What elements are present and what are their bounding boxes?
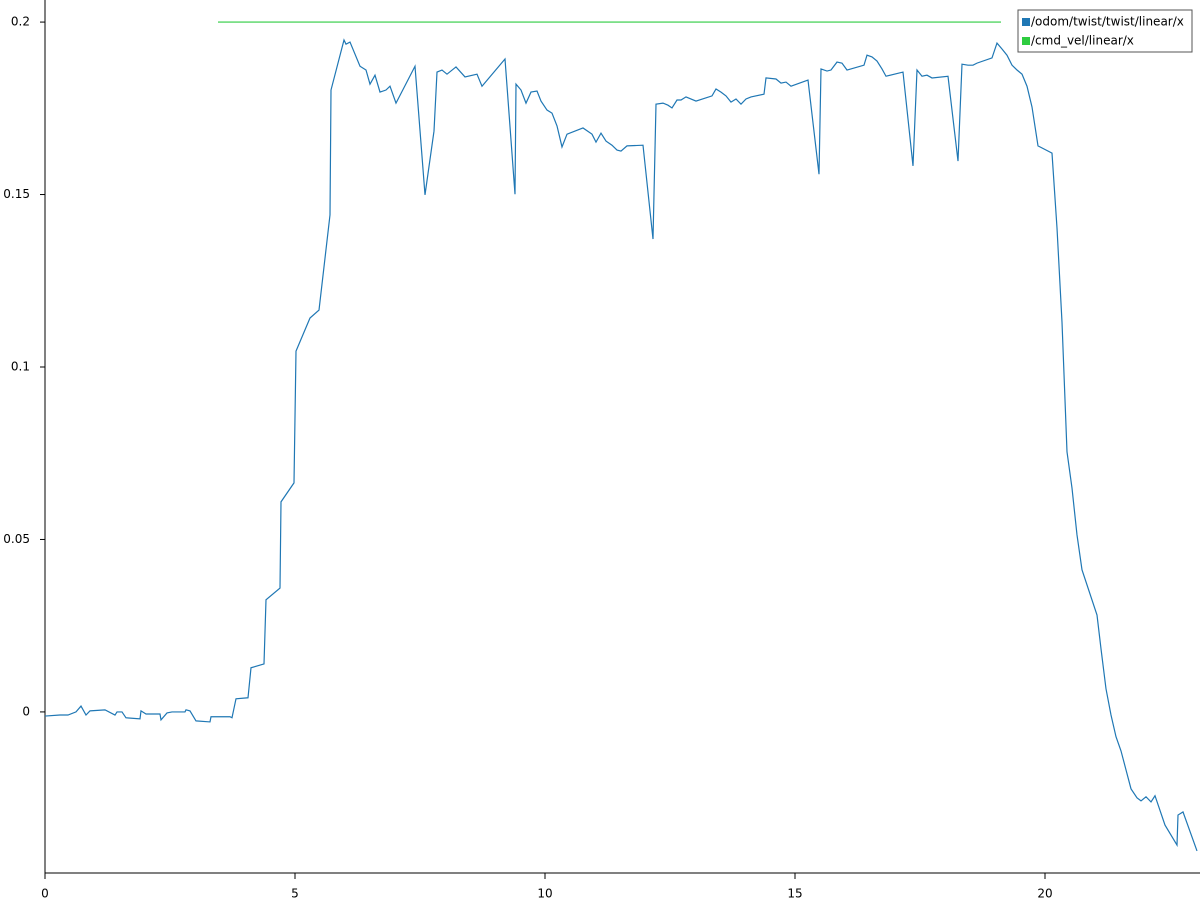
x-tick-label: 15 (787, 887, 802, 900)
legend-box (1017, 9, 1193, 53)
series-line (44, 38, 1198, 852)
legend-swatch (1022, 37, 1030, 45)
y-tick-label: 0.15 (3, 187, 30, 201)
y-tick-label: 0 (22, 704, 30, 718)
x-tick-label: 0 (41, 887, 49, 900)
x-tick-label: 10 (537, 887, 552, 900)
x-tick-label: 20 (1037, 887, 1052, 900)
legend-label: /cmd_vel/linear/x (1031, 34, 1134, 48)
legend-label: /odom/twist/twist/linear/x (1031, 15, 1184, 29)
x-tick-label: 5 (291, 887, 299, 900)
y-tick-label: 0.2 (11, 15, 30, 29)
y-tick-label: 0.1 (11, 359, 30, 373)
y-tick-label: 0.05 (3, 532, 30, 546)
legend: /odom/twist/twist/linear/x/cmd_vel/linea… (1017, 9, 1193, 53)
legend-swatch (1022, 18, 1030, 26)
